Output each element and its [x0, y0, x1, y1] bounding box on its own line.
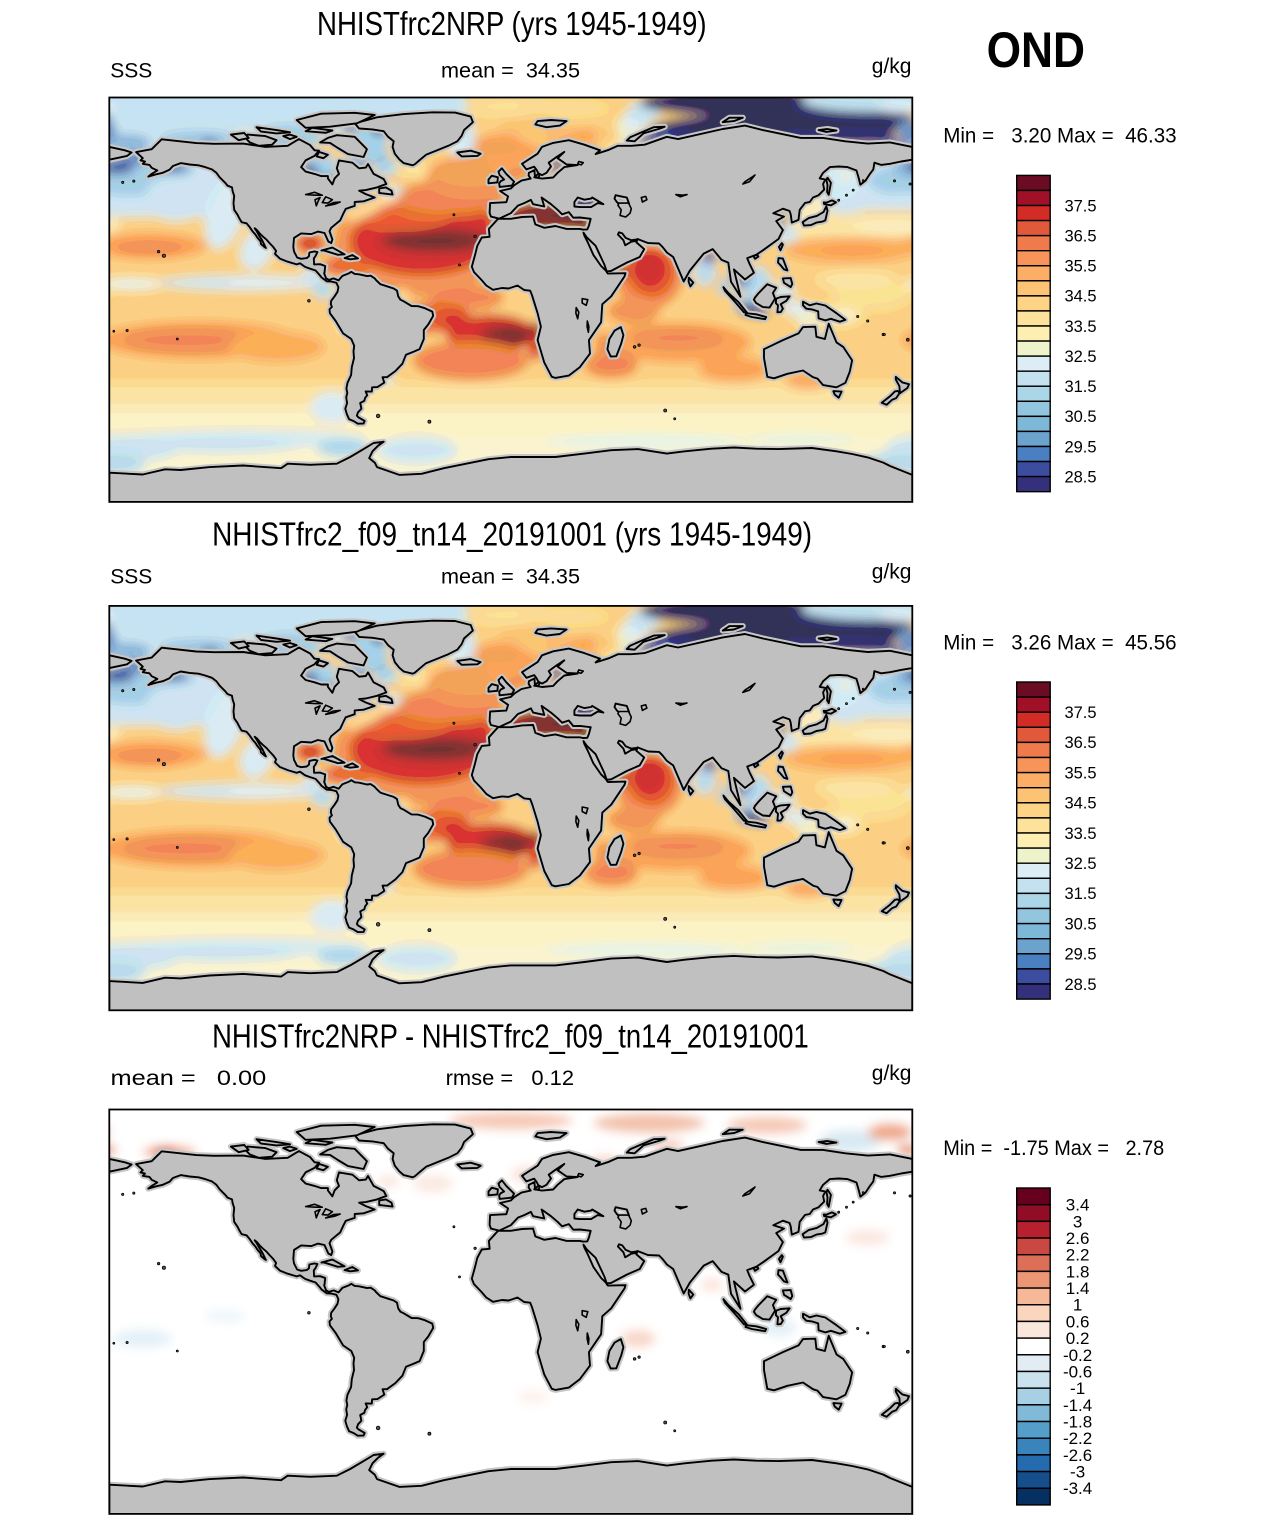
- svg-text:33.5: 33.5: [1064, 318, 1096, 336]
- svg-text:mean = 0.00: mean = 0.00: [111, 1067, 267, 1090]
- svg-text:SSS: SSS: [110, 60, 152, 83]
- svg-text:2.2: 2.2: [1066, 1246, 1090, 1265]
- svg-text:31.5: 31.5: [1064, 885, 1096, 903]
- svg-text:0.2: 0.2: [1066, 1329, 1090, 1348]
- svg-text:NHISTfrc2_f09_tn14_20191001 (y: NHISTfrc2_f09_tn14_20191001 (yrs 1945-19…: [212, 516, 812, 553]
- svg-text:34.5: 34.5: [1064, 795, 1096, 813]
- svg-text:g/kg: g/kg: [872, 55, 912, 78]
- svg-text:0.6: 0.6: [1066, 1312, 1090, 1331]
- svg-text:-2.6: -2.6: [1063, 1446, 1092, 1465]
- svg-text:1.4: 1.4: [1066, 1279, 1090, 1298]
- svg-text:33.5: 33.5: [1064, 825, 1096, 843]
- svg-text:-3.4: -3.4: [1063, 1479, 1092, 1498]
- svg-text:-2.2: -2.2: [1063, 1429, 1092, 1448]
- svg-text:37.5: 37.5: [1064, 197, 1096, 215]
- svg-text:35.5: 35.5: [1064, 258, 1096, 276]
- svg-text:mean = 34.35: mean = 34.35: [441, 565, 580, 588]
- svg-text:2.6: 2.6: [1066, 1229, 1090, 1248]
- svg-text:-1.8: -1.8: [1063, 1413, 1092, 1432]
- svg-text:3.4: 3.4: [1066, 1196, 1090, 1215]
- svg-text:31.5: 31.5: [1064, 378, 1096, 396]
- svg-text:37.5: 37.5: [1064, 704, 1096, 722]
- svg-text:mean = 34.35: mean = 34.35: [441, 60, 580, 83]
- svg-text:35.5: 35.5: [1064, 764, 1096, 782]
- svg-text:32.5: 32.5: [1064, 348, 1096, 366]
- svg-text:g/kg: g/kg: [872, 561, 912, 584]
- svg-text:30.5: 30.5: [1064, 408, 1096, 426]
- svg-text:-0.6: -0.6: [1063, 1362, 1092, 1381]
- svg-text:Min = -1.75 Max = 2.78: Min = -1.75 Max = 2.78: [943, 1137, 1164, 1160]
- svg-text:OND: OND: [987, 22, 1085, 78]
- svg-text:NHISTfrc2NRP (yrs 1945-1949): NHISTfrc2NRP (yrs 1945-1949): [317, 5, 707, 42]
- svg-text:32.5: 32.5: [1064, 855, 1096, 873]
- svg-text:36.5: 36.5: [1064, 227, 1096, 245]
- svg-text:29.5: 29.5: [1064, 946, 1096, 964]
- svg-text:30.5: 30.5: [1064, 915, 1096, 933]
- svg-text:-1: -1: [1070, 1379, 1085, 1398]
- svg-text:28.5: 28.5: [1064, 468, 1096, 486]
- svg-text:-1.4: -1.4: [1063, 1396, 1092, 1415]
- svg-text:1.8: 1.8: [1066, 1262, 1090, 1281]
- svg-text:rmse = 0.12: rmse = 0.12: [446, 1067, 574, 1090]
- svg-text:36.5: 36.5: [1064, 734, 1096, 752]
- svg-text:34.5: 34.5: [1064, 288, 1096, 306]
- svg-text:1: 1: [1073, 1296, 1082, 1315]
- svg-text:SSS: SSS: [110, 565, 152, 588]
- svg-text:-3: -3: [1070, 1463, 1085, 1482]
- svg-text:Min = 3.26 Max = 45.56: Min = 3.26 Max = 45.56: [943, 632, 1176, 655]
- svg-text:3: 3: [1073, 1212, 1082, 1231]
- svg-text:g/kg: g/kg: [872, 1062, 912, 1085]
- svg-text:28.5: 28.5: [1064, 976, 1096, 994]
- svg-text:-0.2: -0.2: [1063, 1346, 1092, 1365]
- svg-text:Min = 3.20 Max = 46.33: Min = 3.20 Max = 46.33: [943, 125, 1176, 148]
- svg-text:NHISTfrc2NRP - NHISTfrc2_f09_t: NHISTfrc2NRP - NHISTfrc2_f09_tn14_201910…: [212, 1018, 809, 1055]
- svg-text:29.5: 29.5: [1064, 438, 1096, 456]
